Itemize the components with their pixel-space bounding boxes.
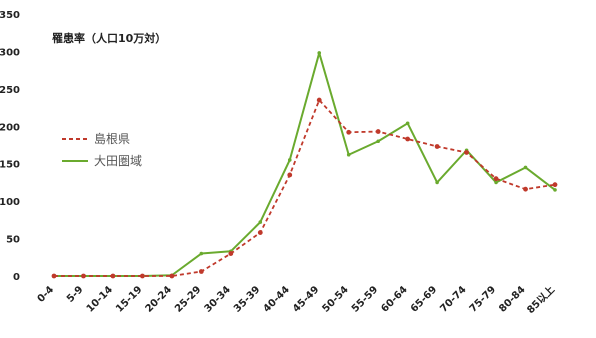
- x-tick-label: 75-79: [468, 284, 498, 314]
- data-point: [553, 188, 557, 192]
- x-tick-label: 20-24: [144, 284, 174, 314]
- data-point: [287, 158, 292, 162]
- legend-label: 大田圏域: [94, 154, 142, 168]
- y-axis-label: 罹患率（人口10万対）: [52, 31, 166, 45]
- x-tick-label: 65-69: [409, 284, 439, 314]
- data-point: [435, 180, 439, 185]
- data-point: [552, 182, 558, 188]
- data-point: [51, 273, 57, 279]
- x-tick-label: 0-4: [36, 284, 57, 305]
- x-tick-label: 85以上: [524, 283, 557, 316]
- x-tick-label: 50-54: [320, 284, 350, 314]
- y-tick-label: 350: [0, 10, 20, 21]
- data-point: [316, 97, 322, 103]
- series-lines: [51, 51, 558, 279]
- y-tick-label: 200: [0, 122, 20, 133]
- data-point: [169, 273, 175, 279]
- legend-label: 島根県: [94, 131, 130, 146]
- data-point: [287, 172, 293, 178]
- data-point: [464, 150, 469, 155]
- data-point: [376, 139, 380, 144]
- x-tick-label: 40-44: [261, 284, 291, 314]
- data-point: [405, 136, 411, 142]
- data-point: [405, 121, 410, 126]
- x-tick-label: 5-9: [65, 284, 86, 305]
- data-point: [494, 180, 498, 185]
- x-tick-label: 45-49: [291, 284, 321, 314]
- data-point: [257, 230, 263, 235]
- y-tick-label: 300: [0, 47, 20, 58]
- data-point: [346, 152, 351, 157]
- x-tick-label: 70-74: [438, 284, 468, 314]
- data-point: [140, 273, 145, 279]
- data-point: [317, 51, 322, 55]
- y-tick-label: 0: [13, 272, 20, 283]
- x-tick-label: 55-59: [350, 284, 380, 314]
- x-tick-label: 25-29: [173, 284, 203, 314]
- data-point: [258, 220, 263, 224]
- data-point: [228, 251, 234, 256]
- y-tick-label: 150: [0, 160, 20, 171]
- data-point: [523, 165, 528, 170]
- x-tick-label: 10-14: [85, 284, 115, 314]
- data-point: [81, 273, 86, 279]
- x-tick-label: 60-64: [379, 284, 409, 314]
- data-point: [493, 176, 499, 182]
- data-point: [110, 273, 116, 279]
- x-axis-ticks: 0-4 5-9 10-14 15-19 20-24 25-29 30-34 35-39 40-4…: [36, 283, 558, 316]
- data-point: [434, 144, 440, 149]
- data-point: [346, 129, 352, 135]
- y-tick-label: 50: [6, 235, 20, 246]
- x-tick-label: 30-34: [203, 284, 233, 314]
- y-axis-ticks: 0 50 100 150 200 250 300 350: [0, 10, 20, 283]
- series-line: [54, 51, 556, 277]
- data-point: [198, 269, 204, 274]
- x-tick-label: 80-84: [497, 284, 527, 314]
- x-tick-label: 35-39: [232, 284, 262, 314]
- y-tick-label: 100: [0, 197, 20, 208]
- x-tick-label: 15-19: [114, 284, 144, 314]
- series-line: [54, 99, 556, 277]
- data-point: [375, 129, 381, 134]
- data-point: [199, 251, 204, 256]
- data-point: [523, 186, 528, 192]
- y-tick-label: 250: [0, 85, 20, 96]
